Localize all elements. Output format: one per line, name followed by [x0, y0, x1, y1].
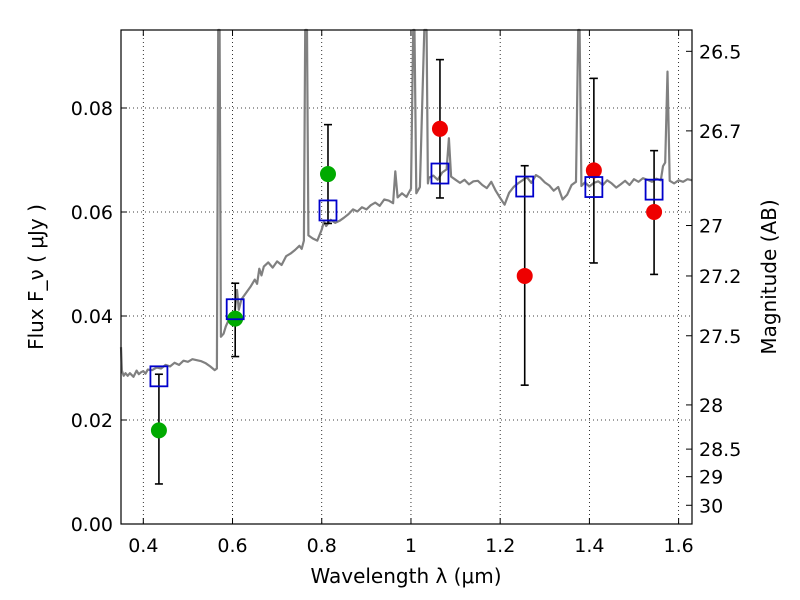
y2-tick-label: 28 [699, 395, 723, 417]
model-photometry-square [584, 176, 604, 198]
y2-tick-label: 27.2 [699, 266, 741, 288]
x-tick-label: 1.6 [664, 535, 694, 557]
y2-tick-label: 26.5 [699, 41, 741, 63]
x-tick-label: 1.2 [485, 535, 515, 557]
y2-tick-label: 30 [699, 495, 723, 517]
y2-tick-label: 29 [699, 467, 723, 489]
grid [121, 30, 692, 525]
observed-ir-point [431, 120, 448, 137]
observed-ir-point [585, 162, 602, 179]
error-bars [154, 58, 659, 485]
y-tick-label: 0.02 [71, 410, 113, 432]
y2-tick-labels: 26.5 26.7 27 27.2 27.5 28 28.5 29 30 [699, 41, 741, 517]
model-photometry-square [515, 175, 535, 198]
observed-hst-point [150, 422, 167, 439]
x-tick-label: 0.6 [217, 535, 247, 557]
y2-tick-label: 26.7 [699, 121, 741, 143]
x-tick-label: 1 [405, 535, 417, 557]
observed-ir-point [646, 204, 663, 220]
model-photometry-square [644, 178, 664, 201]
model-photometry-square [318, 199, 338, 222]
x-tick-label: 0.8 [307, 535, 337, 557]
model-photometry-square [225, 298, 245, 321]
observed-hst-point [319, 166, 336, 183]
y2-tick-label: 27 [699, 216, 723, 238]
data-markers [149, 120, 664, 439]
y2-axis-label: Magnitude (AB) [757, 199, 781, 354]
model-spectrum-line [119, 28, 693, 378]
x-tick-labels: 0.4 0.6 0.8 1 1.2 1.4 1.6 [128, 535, 694, 557]
y-axis-label: Flux F_ν ( μJy ) [24, 204, 48, 350]
x-tick-label: 1.4 [574, 535, 604, 557]
y-tick-label: 0.00 [71, 514, 113, 536]
y-tick-label: 0.04 [71, 306, 113, 328]
model-photometry-square [149, 365, 169, 388]
model-photometry-square [430, 162, 450, 185]
y2-tick-label: 28.5 [699, 439, 741, 461]
x-tick-label: 0.4 [128, 535, 158, 557]
y2-tick-label: 27.5 [699, 326, 741, 348]
x-axis-label: Wavelength λ (μm) [310, 564, 501, 588]
y-tick-label: 0.08 [71, 98, 113, 120]
plot-frame [120, 29, 693, 525]
y-tick-labels: 0.00 0.02 0.04 0.06 0.08 [71, 98, 113, 536]
spectrum [119, 28, 693, 378]
observed-ir-point [516, 267, 533, 284]
y-tick-label: 0.06 [71, 202, 113, 224]
ticks [121, 30, 692, 525]
